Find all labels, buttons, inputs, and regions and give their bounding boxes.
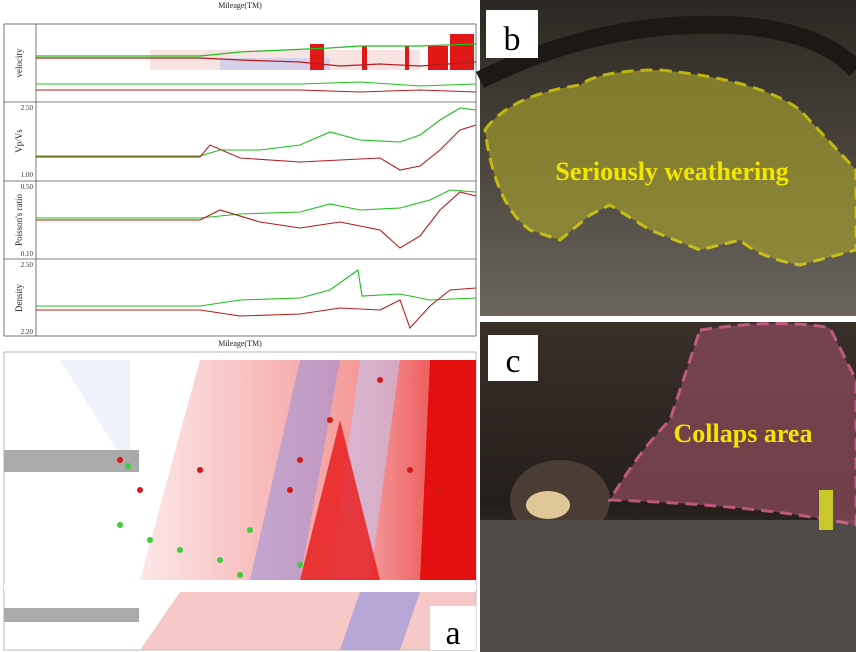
panel-b: b Seriously weathering [480,0,856,316]
figure: Mileage(TM) velocity Vp/Vs 2.50 1.00 Poisson… [0,0,856,652]
axis-bottom-label: 1.00 [21,171,34,179]
axis-top-label: 0.50 [21,183,34,191]
strip-name: Density [14,284,24,312]
panel-c: c Collaps area [480,322,856,652]
strip-name: Vp/Vs [14,129,24,153]
axis-bottom-label: 0.10 [21,250,34,258]
axis-title: Mileage(TM) [218,1,262,10]
axis-top-label: 2.50 [21,104,34,112]
panel-label: c [505,343,520,380]
annotation: Seriously weathering [555,157,788,186]
panel-label: a [445,615,460,652]
strip-frame [4,24,476,336]
strip-name: velocity [14,48,24,77]
axis-title: Mileage(TM) [218,339,262,348]
annotation: Collaps area [674,419,813,448]
panel-a: Mileage(TM) velocity Vp/Vs 2.50 1.00 Poisson… [4,1,476,652]
axis-top-label: 2.50 [21,261,34,269]
axis-bottom-label: 2.20 [21,328,34,336]
strip-name: Poisson's ratio [14,194,24,246]
panel-label: b [504,21,521,58]
